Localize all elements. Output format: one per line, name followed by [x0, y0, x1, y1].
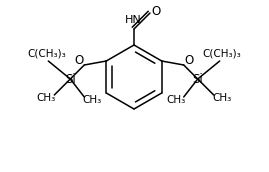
Text: Si: Si	[65, 73, 76, 85]
Text: CH₃: CH₃	[166, 95, 185, 105]
Text: CH₃: CH₃	[37, 93, 56, 103]
Text: CH₃: CH₃	[83, 95, 102, 105]
Text: O: O	[184, 53, 193, 67]
Text: C(CH₃)₃: C(CH₃)₃	[202, 48, 241, 58]
Text: O: O	[75, 53, 84, 67]
Text: CH₃: CH₃	[212, 93, 231, 103]
Text: Si: Si	[192, 73, 203, 85]
Text: C(CH₃)₃: C(CH₃)₃	[27, 48, 66, 58]
Text: O: O	[151, 4, 161, 18]
Text: HN: HN	[125, 15, 141, 25]
